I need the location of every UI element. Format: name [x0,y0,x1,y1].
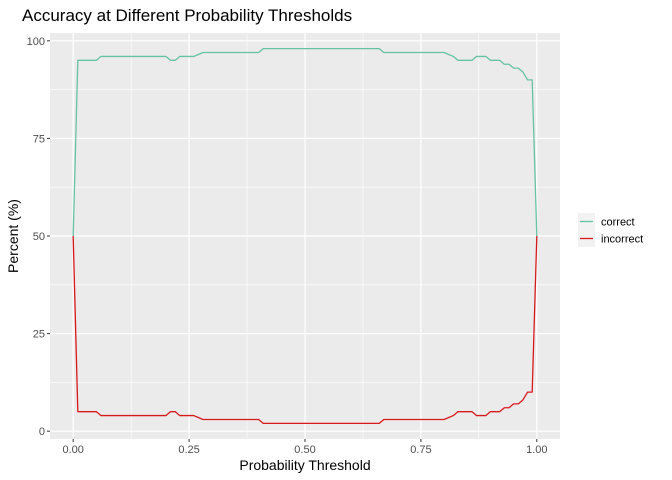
series-line-incorrect [72,235,538,425]
y-axis-title: Percent (%) [5,199,21,273]
major-gridlines [50,33,560,439]
legend-label-incorrect: incorrect [601,234,643,246]
x-tick-label: 0.50 [294,444,315,456]
chart-title: Accuracy at Different Probability Thresh… [22,6,352,25]
y-tick-label: 25 [33,329,45,341]
y-tick-label: 100 [27,36,45,48]
series-layer [72,47,538,425]
y-axis: 0 25 50 75 100 [27,36,50,438]
plot-panel [50,33,560,439]
x-axis: 0.00 0.25 0.50 0.75 1.00 [62,439,548,456]
legend: correct incorrect [578,213,643,247]
y-tick-label: 50 [33,231,45,243]
x-tick-label: 0.25 [178,444,199,456]
x-axis-title: Probability Threshold [239,457,370,473]
x-tick-label: 0.75 [410,444,431,456]
x-tick-label: 1.00 [526,444,547,456]
legend-label-correct: correct [601,217,635,229]
y-tick-label: 0 [39,426,45,438]
x-tick-label: 0.00 [62,444,83,456]
y-tick-label: 75 [33,133,45,145]
series-line-correct [72,47,538,237]
